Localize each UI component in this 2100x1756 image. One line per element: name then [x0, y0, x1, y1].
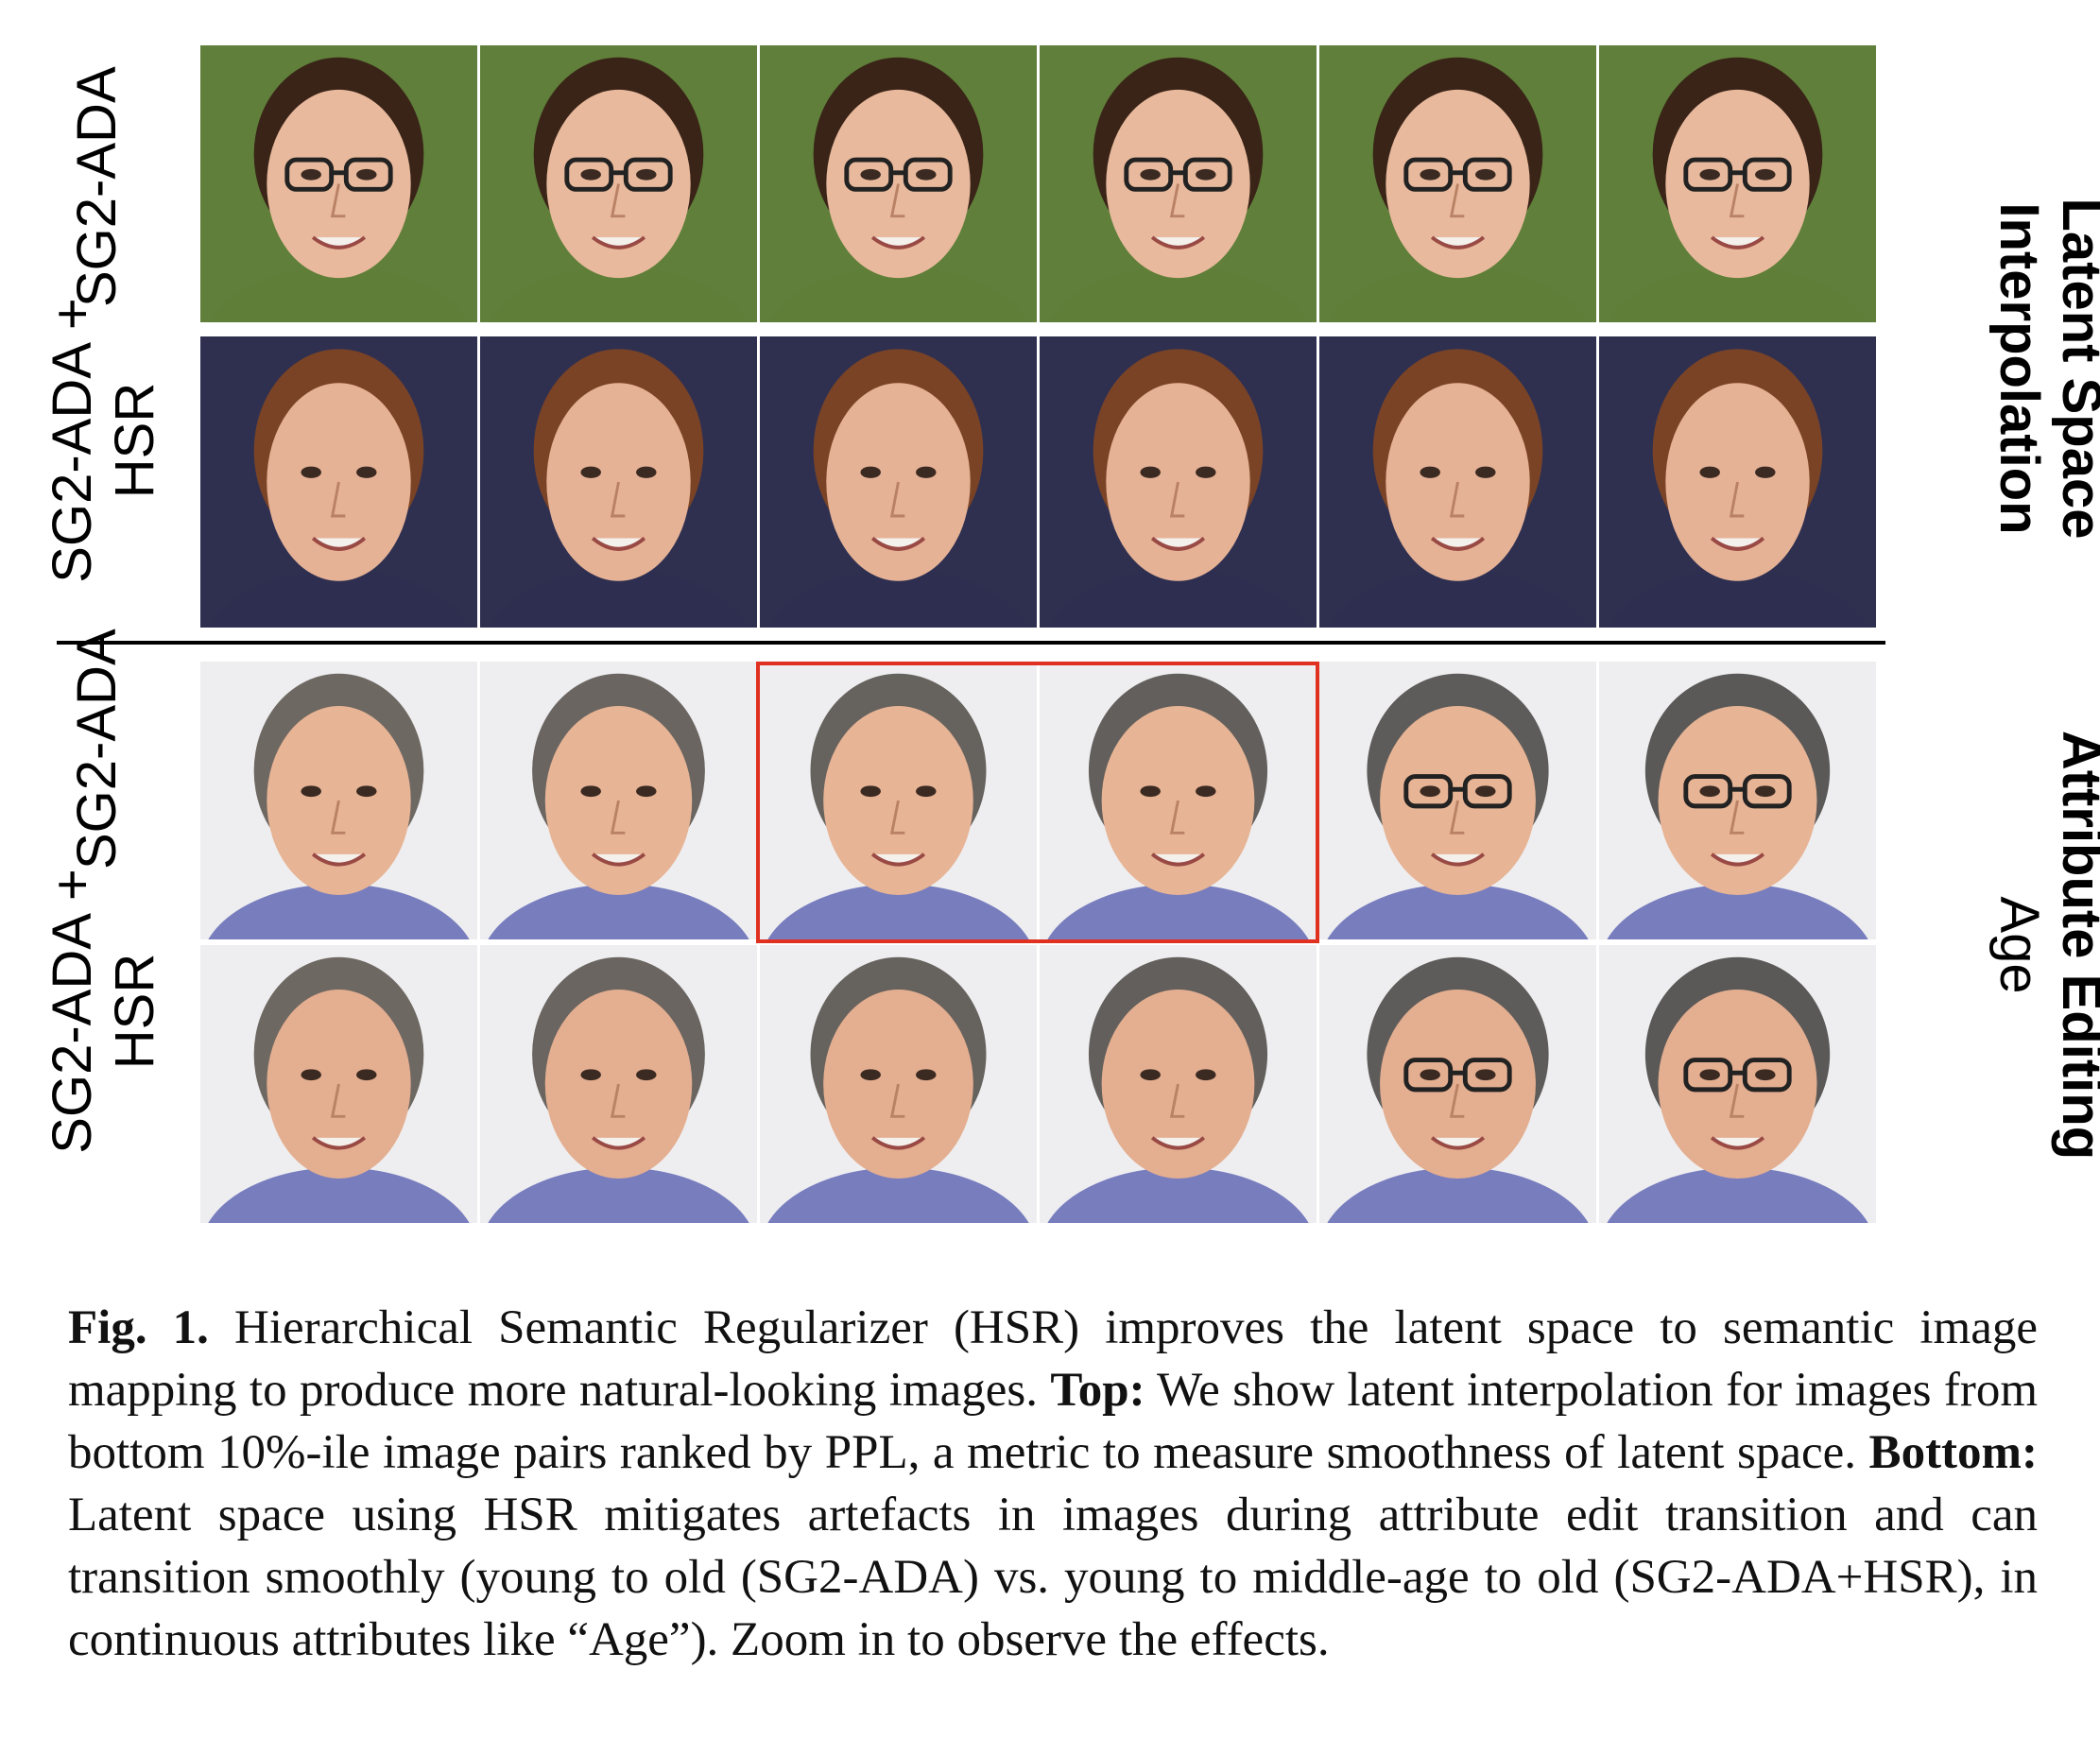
- caption-fig-label: Fig. 1.: [68, 1301, 209, 1354]
- caption-text-2: We show latent interpolation for images …: [68, 1364, 2038, 1479]
- face-image: [1319, 662, 1596, 939]
- face-image: [1040, 45, 1317, 322]
- caption-text-3: Latent space using HSR mitigates artefac…: [68, 1489, 2038, 1666]
- face-image: [1319, 336, 1596, 628]
- face-image: [760, 336, 1037, 628]
- section-title-attribute-editing: Attribute Editing Age: [1988, 730, 2100, 1161]
- row-label-sg2ada-hsr-age: SG2-ADA + HSR: [42, 869, 165, 1154]
- section-divider: [57, 641, 1885, 645]
- face-image: [1599, 336, 1876, 628]
- figure-1: SG2-ADA SG2-ADA + HSR SG2-ADA SG2-ADA + …: [42, 45, 2100, 1223]
- face-image: [1599, 662, 1876, 939]
- face-image: [1319, 45, 1596, 322]
- caption-text-1: Hierarchical Semantic Regularizer (HSR) …: [68, 1301, 2038, 1417]
- face-image: [760, 662, 1037, 939]
- face-image: [200, 45, 477, 322]
- row-label-sg2ada-age: SG2-ADA: [66, 628, 128, 869]
- face-image: [760, 945, 1037, 1223]
- face-image: [1040, 945, 1317, 1223]
- face-image: [1319, 945, 1596, 1223]
- artifact-highlight-box: [756, 662, 1319, 943]
- caption-top-label: Top:: [1050, 1364, 1145, 1417]
- face-image: [1599, 945, 1876, 1223]
- face-image: [200, 945, 477, 1223]
- face-image: [480, 662, 757, 939]
- face-image: [200, 662, 477, 939]
- face-image: [480, 336, 757, 628]
- face-image: [1040, 662, 1317, 939]
- face-image: [1599, 45, 1876, 322]
- face-image: [1040, 336, 1317, 628]
- face-image: [480, 945, 757, 1223]
- row-label-sg2ada-hsr-interp: SG2-ADA + HSR: [42, 298, 165, 583]
- face-image: [480, 45, 757, 322]
- face-image: [760, 45, 1037, 322]
- row-label-sg2ada-interp: SG2-ADA: [66, 66, 128, 307]
- section-title-latent-interpolation: Latent Space Interpolation: [1988, 198, 2100, 540]
- face-image: [200, 336, 477, 628]
- figure-caption: Fig. 1. Hierarchical Semantic Regularize…: [68, 1297, 2038, 1671]
- caption-bottom-label: Bottom:: [1868, 1426, 2038, 1479]
